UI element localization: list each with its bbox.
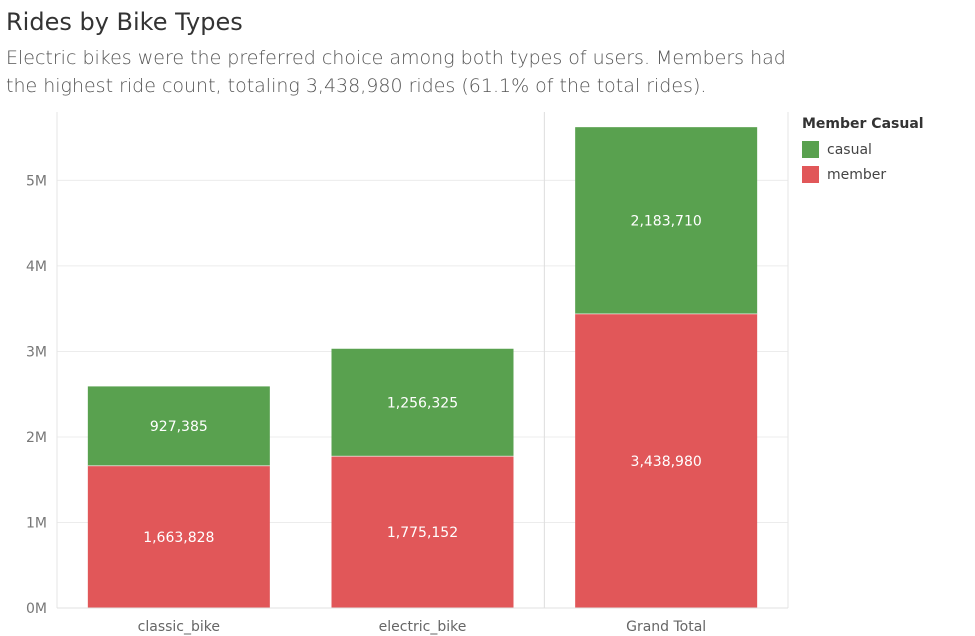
data-label: 1,663,828 [143,530,214,546]
bars [87,127,758,608]
data-labels: 1,663,828 927,385 1,775,152 1,256,325 3,438,… [143,214,702,546]
y-tick-label: 2M [26,430,47,446]
data-label: 3,438,980 [631,454,702,470]
bar-casual-classic-bike[interactable] [87,386,270,466]
legend-swatch-casual [802,141,819,158]
y-tick-label: 0M [26,601,47,617]
data-label: 1,775,152 [387,525,458,541]
data-label: 927,385 [150,419,208,435]
x-tick-label: Grand Total [626,619,706,635]
legend-title: Member Casual [802,116,924,132]
bar-casual-grand-total[interactable] [575,127,758,314]
data-label: 1,256,325 [387,395,458,411]
chart-subtitle: Electric bikes were the preferred choice… [6,47,786,97]
chart-title: Rides by Bike Types [6,8,243,36]
legend-label-member: member [827,166,887,183]
data-label: 2,183,710 [631,214,702,230]
legend-label-casual: casual [827,141,872,158]
bar-member-electric-bike[interactable] [331,456,514,608]
x-tick-label: classic_bike [138,619,220,635]
y-tick-label: 5M [26,173,47,189]
legend-swatch-member [802,166,819,183]
y-tick-label: 1M [26,515,47,531]
axes: 0M 1M 2M 3M 4M 5M classic_bike electric_bike Gra… [26,112,789,635]
y-tick-label: 4M [26,259,47,275]
bar-member-classic-bike[interactable] [87,465,270,608]
bar-casual-electric-bike[interactable] [331,348,514,457]
legend-item-casual[interactable]: casual [802,137,924,162]
legend-item-member[interactable]: member [802,162,924,187]
bar-member-grand-total[interactable] [575,313,758,608]
y-tick-label: 3M [26,344,47,360]
legend: Member Casual casual member [802,116,924,187]
x-tick-label: electric_bike [379,619,467,635]
